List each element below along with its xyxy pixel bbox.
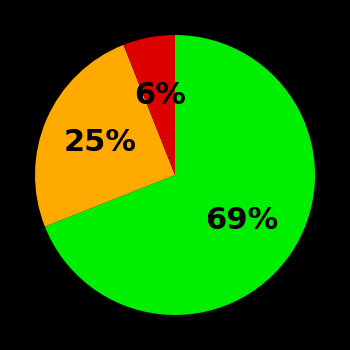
Wedge shape: [35, 45, 175, 226]
Text: 69%: 69%: [205, 206, 279, 235]
Text: 6%: 6%: [134, 81, 186, 110]
Text: 25%: 25%: [64, 128, 137, 157]
Wedge shape: [124, 35, 175, 175]
Wedge shape: [45, 35, 315, 315]
